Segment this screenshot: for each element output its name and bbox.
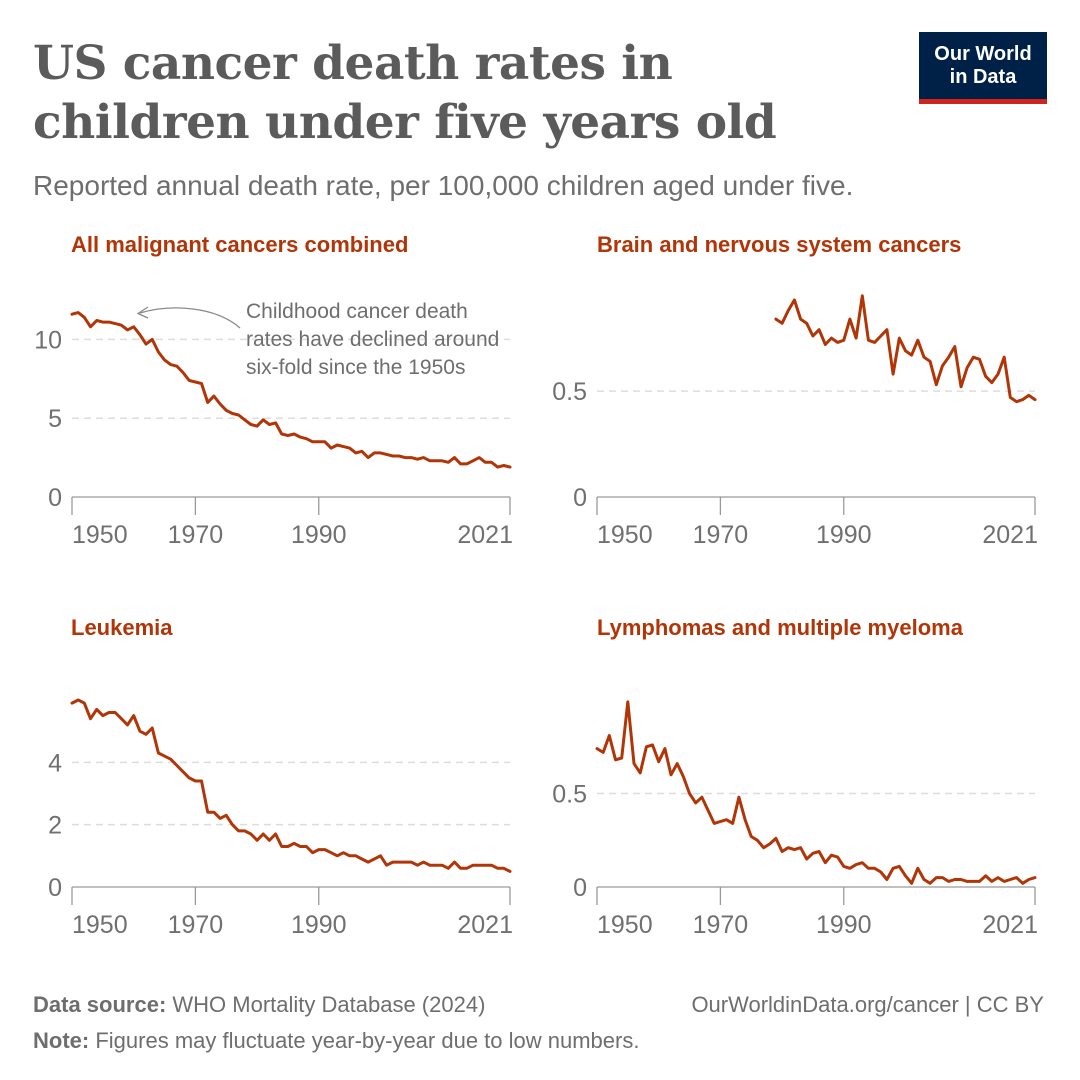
y-tick-label: 5 — [48, 405, 62, 433]
note-value: Figures may fluctuate year-by-year due t… — [95, 1028, 640, 1053]
y-tick-label: 0 — [48, 484, 62, 512]
logo-text: Our World in Data — [923, 43, 1043, 89]
logo-line-2: in Data — [949, 65, 1017, 88]
x-tick-label: 2021 — [457, 911, 513, 939]
y-tick-label: 0.5 — [552, 781, 587, 809]
x-tick-label: 1990 — [816, 911, 872, 939]
logo-line-1: Our World — [934, 42, 1032, 65]
y-tick-label: 2 — [48, 812, 62, 840]
panel-title-2: Brain and nervous system cancers — [597, 232, 961, 257]
x-tick-label: 1950 — [597, 911, 653, 939]
x-tick-label: 2021 — [457, 521, 513, 549]
x-tick-label: 2021 — [982, 521, 1038, 549]
x-tick-label: 1990 — [291, 911, 347, 939]
x-tick-label: 1950 — [597, 521, 653, 549]
source-value: WHO Mortality Database (2024) — [172, 992, 486, 1017]
x-tick-label: 1970 — [693, 521, 749, 549]
annotation-arrow — [139, 307, 241, 329]
x-tick-label: 1970 — [168, 521, 224, 549]
chart-subtitle: Reported annual death rate, per 100,000 … — [33, 170, 854, 201]
series-line-4 — [595, 700, 1037, 885]
owid-logo[interactable]: Our World in Data — [919, 32, 1047, 104]
annotation-line-2: rates have declined around — [246, 328, 499, 351]
panel-title-1: All malignant cancers combined — [71, 232, 408, 257]
source-label: Data source: — [33, 992, 167, 1017]
y-tick-label: 10 — [34, 326, 62, 354]
chart-title: US cancer death rates in children under … — [33, 36, 777, 150]
footer-note: Note: Figures may fluctuate year-by-year… — [33, 1028, 639, 1054]
annotation-arrowhead — [136, 306, 149, 319]
x-tick-label: 1970 — [168, 911, 224, 939]
series-line-2 — [774, 294, 1037, 404]
y-tick-label: 4 — [48, 749, 62, 777]
x-tick-label: 1990 — [816, 521, 872, 549]
series-line-1 — [70, 311, 512, 469]
y-tick-label: 0 — [48, 874, 62, 902]
panel-title-3: Leukemia — [71, 615, 173, 640]
x-tick-label: 2021 — [982, 911, 1038, 939]
annotation-line-1: Childhood cancer death — [246, 300, 468, 323]
x-tick-label: 1990 — [291, 521, 347, 549]
footer-credit[interactable]: OurWorldinData.org/cancer | CC BY — [691, 992, 1044, 1017]
panel-title-4: Lymphomas and multiple myeloma — [597, 615, 964, 640]
annotation-line-3: six-fold since the 1950s — [246, 356, 465, 379]
x-tick-label: 1970 — [693, 911, 749, 939]
footer-source: Data source: WHO Mortality Database (202… — [33, 992, 485, 1018]
y-tick-label: 0.5 — [552, 378, 587, 406]
x-tick-label: 1950 — [72, 521, 128, 549]
y-tick-label: 0 — [573, 874, 587, 902]
x-tick-label: 1950 — [72, 911, 128, 939]
series-line-3 — [70, 698, 512, 873]
note-label: Note: — [33, 1028, 90, 1053]
y-tick-label: 0 — [573, 484, 587, 512]
